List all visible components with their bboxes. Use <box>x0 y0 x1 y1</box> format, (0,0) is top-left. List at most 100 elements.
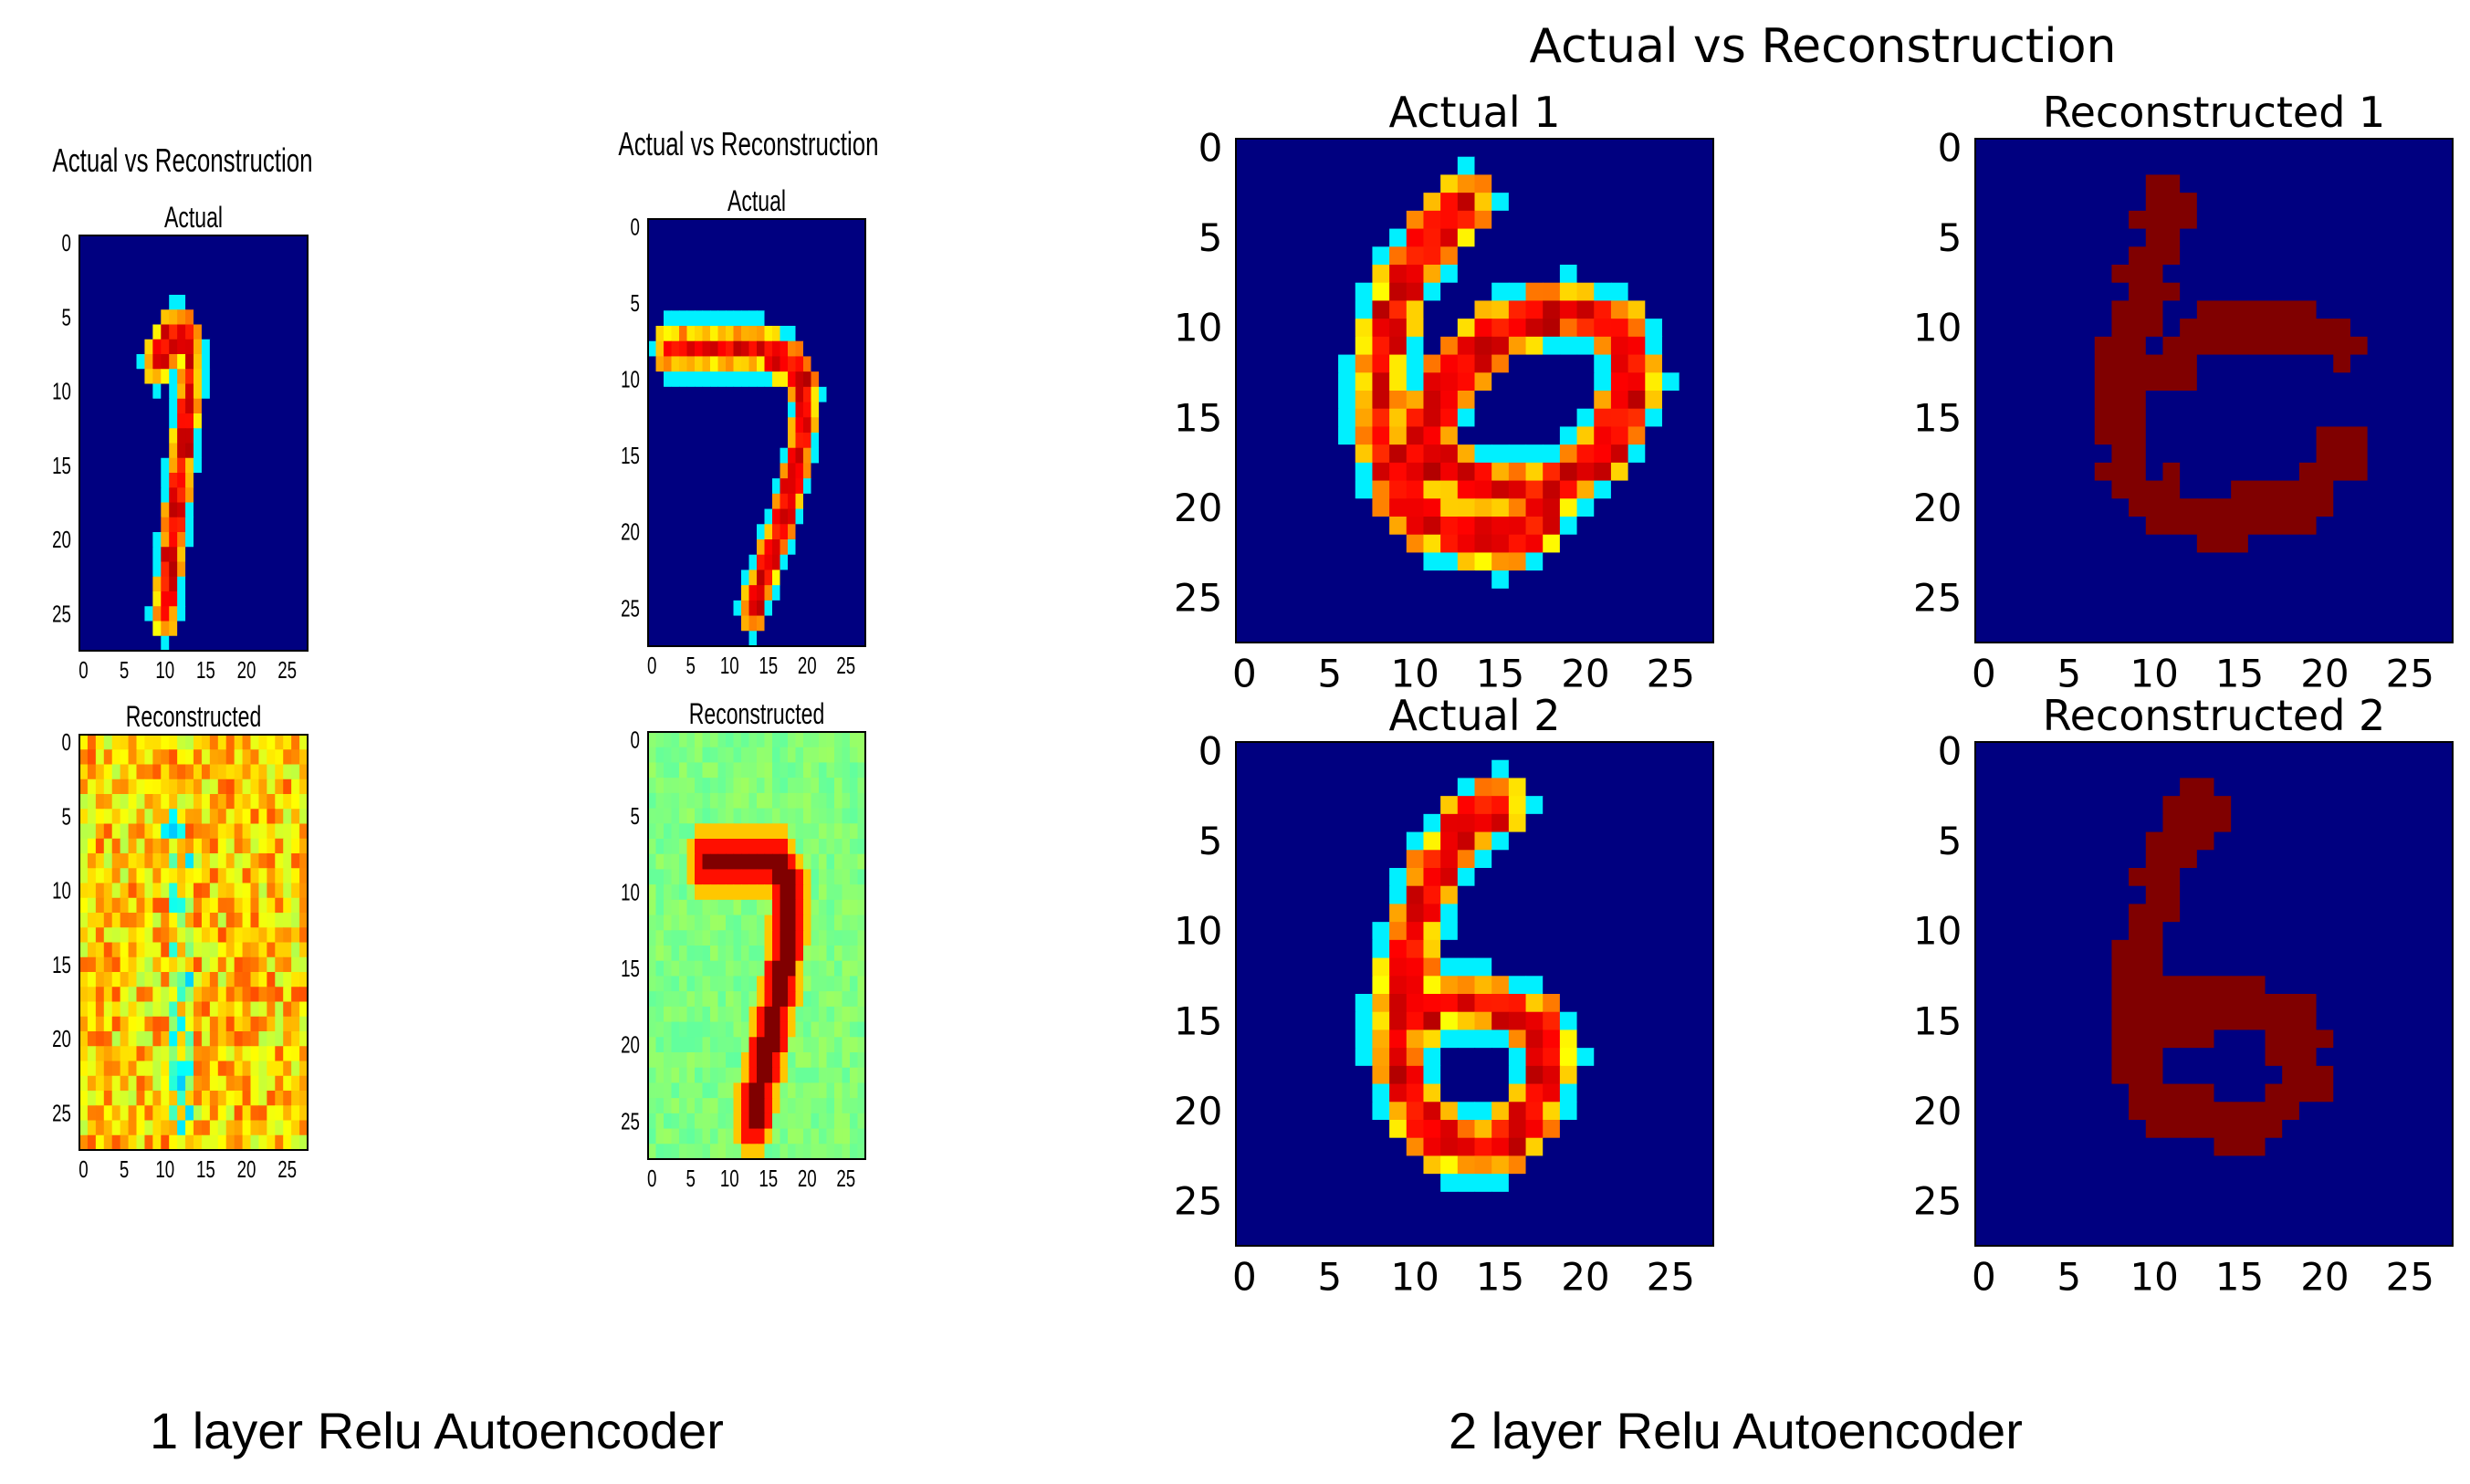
heatmap-cell <box>87 428 97 444</box>
heatmap-cell <box>850 585 859 601</box>
heatmap-cell <box>1508 517 1527 536</box>
heatmap-cell <box>2009 480 2027 499</box>
heatmap-cell <box>2009 624 2027 643</box>
heatmap-cell <box>679 295 688 311</box>
heatmap-cell <box>1627 517 1646 536</box>
heatmap-cell <box>2316 319 2334 338</box>
heatmap-cell <box>185 547 194 563</box>
heatmap-cell <box>1252 246 1271 266</box>
heatmap-cell <box>291 606 300 622</box>
heatmap-cell <box>267 1016 276 1032</box>
heatmap-cell <box>87 883 97 899</box>
heatmap-cell <box>710 326 719 342</box>
heatmap-cell <box>664 869 673 885</box>
heatmap-cell <box>741 631 750 647</box>
heatmap-cell <box>152 413 162 429</box>
heatmap-cell <box>1594 193 1612 212</box>
heatmap-cell <box>87 1046 97 1062</box>
heatmap-cell <box>128 576 138 592</box>
heatmap-cell <box>772 570 781 586</box>
heatmap-cell <box>780 508 789 525</box>
heatmap-cell <box>679 417 688 434</box>
heatmap-cell <box>857 219 866 235</box>
heatmap-cell <box>209 517 219 533</box>
heatmap-cell <box>2129 300 2147 319</box>
heatmap-cell <box>1525 778 1544 797</box>
heatmap-cell <box>2009 282 2027 302</box>
heatmap-cell <box>695 991 704 1008</box>
heatmap-cell <box>169 473 178 488</box>
heatmap-cell <box>2145 246 2164 266</box>
heatmap-cell <box>2214 552 2232 571</box>
heatmap-cell <box>850 869 859 885</box>
heatmap-cell <box>291 749 300 766</box>
heatmap-cell <box>857 433 866 449</box>
heatmap-cell <box>2043 210 2061 230</box>
heatmap-cell <box>1661 193 1680 212</box>
heatmap-cell <box>2282 193 2300 212</box>
heatmap-cell <box>671 960 680 977</box>
heatmap-cell <box>217 1061 227 1077</box>
heatmap-cell <box>842 991 851 1008</box>
heatmap-cell <box>2435 265 2454 284</box>
heatmap-cell <box>726 1006 735 1023</box>
heatmap-cell <box>819 778 828 794</box>
heatmap-cell <box>242 487 252 504</box>
heatmap-cell <box>671 1052 680 1069</box>
heatmap-cell <box>748 310 758 327</box>
heatmap-cell <box>1610 517 1629 536</box>
heatmap-cell <box>299 883 309 899</box>
heatmap-cell <box>2145 408 2164 428</box>
heatmap-cell <box>2350 193 2369 212</box>
heatmap-cell <box>1610 759 1629 779</box>
heatmap-cell <box>842 823 851 840</box>
heatmap-cell <box>2282 570 2300 590</box>
heatmap-cell <box>2333 265 2351 284</box>
heatmap-cell <box>1576 498 1595 517</box>
heatmap-cell <box>95 1046 105 1062</box>
heatmap-cell <box>234 635 244 652</box>
heatmap-cell <box>258 1016 267 1032</box>
heatmap-cell <box>250 1091 260 1106</box>
heatmap-cell <box>275 369 284 385</box>
heatmap-cell <box>717 417 727 434</box>
heatmap-cell <box>772 732 781 748</box>
heatmap-cell <box>1525 480 1544 499</box>
heatmap-cell <box>79 1091 89 1106</box>
heatmap-cell <box>1508 462 1527 482</box>
heatmap-cell <box>136 853 146 869</box>
heatmap-cell <box>741 539 750 556</box>
heatmap-cell <box>726 585 735 601</box>
heatmap-cell <box>299 369 309 385</box>
heatmap-cell <box>2231 552 2249 571</box>
heatmap-cell <box>842 508 851 525</box>
heatmap-cell <box>217 749 227 766</box>
heatmap-cell <box>1406 426 1425 445</box>
heatmap-cell <box>819 792 828 810</box>
heatmap-cell <box>1594 480 1612 499</box>
heatmap-cell <box>702 433 711 449</box>
heatmap-cell <box>686 265 696 281</box>
heatmap-cell <box>710 524 719 540</box>
heatmap-cell <box>648 508 657 525</box>
heatmap-cell <box>2078 139 2096 158</box>
heatmap-cell <box>201 1016 211 1032</box>
heatmap-cell <box>671 631 680 647</box>
heatmap-cell <box>2316 391 2334 410</box>
heatmap-cell <box>850 219 859 235</box>
heatmap-cell <box>819 869 828 885</box>
heatmap-cell <box>733 493 742 510</box>
heatmap-cell <box>103 913 113 928</box>
heatmap-cell <box>1576 156 1595 176</box>
heatmap-cell <box>679 615 688 632</box>
heatmap-cell <box>648 447 657 465</box>
heatmap-cell <box>1406 831 1425 851</box>
heatmap-cell <box>834 570 843 586</box>
heatmap-cell <box>842 976 851 992</box>
heatmap-cell <box>811 478 820 495</box>
heatmap-cell <box>120 1031 130 1047</box>
heatmap-cell <box>234 621 244 637</box>
heatmap-cell <box>1679 228 1697 247</box>
heatmap-cell <box>1661 517 1680 536</box>
heatmap-cell <box>819 340 828 358</box>
